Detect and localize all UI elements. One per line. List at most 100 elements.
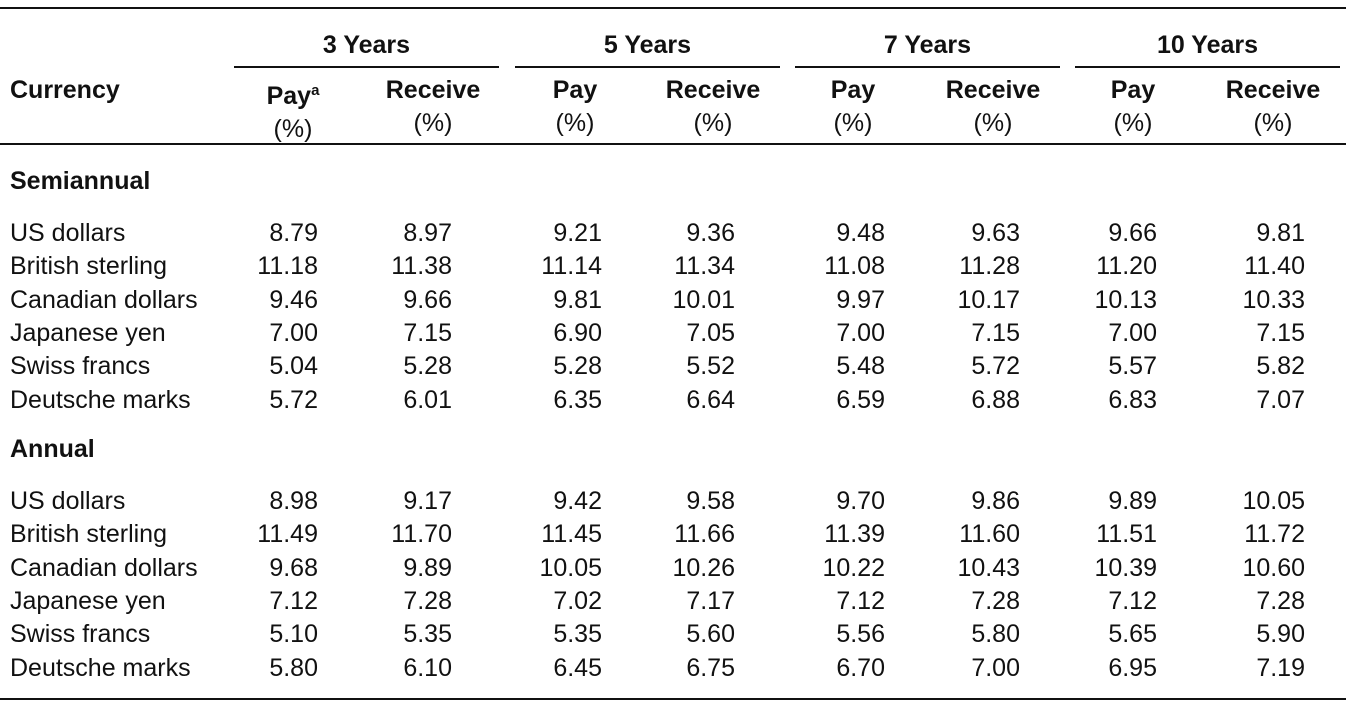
top-rule [0, 7, 1346, 9]
receive-rate-cell: 10.17 [957, 285, 1020, 314]
receive-label: Receive [665, 76, 761, 104]
table-row: British sterling 11.18 11.38 11.14 11.34 11.0… [0, 250, 1346, 283]
pay-rate-cell: 6.90 [553, 318, 602, 347]
currency-name: US dollars [10, 487, 126, 515]
receive-rate-cell: 7.05 [686, 318, 735, 347]
currency-column-header: Currency [10, 76, 120, 104]
receive-rate-cell: 11.34 [674, 252, 735, 281]
pay-label: Pay [552, 76, 598, 104]
receive-rate-cell: 5.28 [403, 352, 452, 381]
receive-rate-cell: 5.60 [686, 620, 735, 649]
receive-rate-cell: 5.35 [403, 620, 452, 649]
receive-rate-cell: 5.90 [1256, 620, 1305, 649]
table-row: British sterling 11.49 11.70 11.45 11.66 11.3… [0, 518, 1346, 551]
pay-rate-cell: 7.00 [269, 318, 318, 347]
pay-rate-cell: 5.65 [1108, 620, 1157, 649]
receive-rate-cell: 5.72 [971, 352, 1020, 381]
pay-rate-cell: 6.95 [1108, 653, 1157, 682]
table-row: Deutsche marks 5.80 6.10 6.45 6.75 6.70 7.00 6.… [0, 652, 1346, 685]
pay-rate-cell: 5.56 [836, 620, 885, 649]
pay-rate-cell: 10.39 [1094, 553, 1157, 582]
table-row: Japanese yen 7.12 7.28 7.02 7.17 7.12 7.28 7.12… [0, 585, 1346, 618]
footnote-marker: a [311, 82, 320, 99]
pay-rate-cell: 11.45 [541, 520, 602, 549]
receive-rate-cell: 9.81 [1256, 219, 1305, 247]
table-row: Swiss francs 5.10 5.35 5.35 5.60 5.56 5.80 5.65… [0, 618, 1346, 651]
pay-rate-cell: 5.10 [269, 620, 318, 649]
receive-rate-cell: 7.28 [971, 586, 1020, 615]
receive-rate-cell: 5.82 [1256, 352, 1305, 381]
receive-rate-cell: 7.15 [971, 318, 1020, 347]
pay-label: Pay [266, 82, 312, 110]
receive-rate-cell: 6.88 [971, 385, 1020, 414]
receive-rate-cell: 11.28 [959, 252, 1020, 281]
receive-rate-cell: 10.60 [1242, 553, 1305, 582]
receive-rate-cell: 6.10 [403, 653, 452, 682]
pay-rate-cell: 9.46 [269, 285, 318, 314]
group-header-5-years: 5 Years [515, 30, 780, 68]
column-header-pay: Pay (%) [505, 74, 645, 140]
pay-rate-cell: 7.02 [553, 586, 602, 615]
receive-rate-cell: 9.86 [971, 487, 1020, 515]
receive-rate-cell: 9.58 [686, 487, 735, 515]
receive-rate-cell: 9.17 [403, 487, 452, 515]
receive-rate-cell: 8.97 [403, 219, 452, 247]
group-header-7-years: 7 Years [795, 30, 1060, 68]
pay-rate-cell: 10.13 [1094, 285, 1157, 314]
unit-label: (%) [413, 109, 453, 137]
pay-rate-cell: 10.22 [822, 553, 885, 582]
table-row: US dollars 8.98 9.17 9.42 9.58 9.70 9.86 9.89 10… [0, 485, 1346, 518]
pay-rate-cell: 8.98 [269, 487, 318, 515]
pay-rate-cell: 5.48 [836, 352, 885, 381]
pay-rate-cell: 11.51 [1096, 520, 1157, 549]
pay-rate-cell: 5.04 [269, 352, 318, 381]
pay-rate-cell: 11.39 [824, 520, 885, 549]
header-rule [0, 143, 1346, 145]
pay-rate-cell: 9.70 [836, 487, 885, 515]
pay-rate-cell: 6.45 [553, 653, 602, 682]
receive-rate-cell: 7.19 [1256, 653, 1305, 682]
pay-rate-cell: 9.42 [553, 487, 602, 515]
pay-rate-cell: 6.59 [836, 385, 885, 414]
bottom-rule [0, 698, 1346, 700]
pay-rate-cell: 6.70 [836, 653, 885, 682]
receive-rate-cell: 7.28 [1256, 586, 1305, 615]
pay-rate-cell: 9.21 [553, 219, 602, 247]
column-header-receive: Receive (%) [923, 74, 1063, 140]
pay-rate-cell: 11.18 [257, 252, 318, 281]
pay-rate-cell: 11.20 [1096, 252, 1157, 281]
group-header-3-years: 3 Years [234, 30, 499, 68]
receive-rate-cell: 11.38 [391, 252, 452, 281]
currency-name: Swiss francs [10, 352, 151, 381]
pay-rate-cell: 7.12 [269, 586, 318, 615]
column-header-pay: Pay (%) [783, 74, 923, 140]
currency-name: Canadian dollars [10, 285, 198, 314]
currency-name: Canadian dollars [10, 553, 198, 582]
receive-rate-cell: 11.72 [1244, 520, 1305, 549]
pay-rate-cell: 5.80 [269, 653, 318, 682]
receive-rate-cell: 9.36 [686, 219, 735, 247]
currency-name: Swiss francs [10, 620, 151, 649]
unit-label: (%) [973, 109, 1013, 137]
receive-rate-cell: 9.63 [971, 219, 1020, 247]
receive-rate-cell: 10.01 [672, 285, 735, 314]
column-header-receive: Receive (%) [643, 74, 783, 140]
receive-rate-cell: 10.43 [957, 553, 1020, 582]
pay-rate-cell: 11.08 [824, 252, 885, 281]
receive-rate-cell: 9.66 [403, 285, 452, 314]
table-row: Canadian dollars 9.68 9.89 10.05 10.26 10.22 1… [0, 552, 1346, 585]
receive-rate-cell: 7.00 [971, 653, 1020, 682]
pay-rate-cell: 7.00 [1108, 318, 1157, 347]
currency-name: British sterling [10, 252, 167, 281]
unit-label: (%) [1113, 109, 1153, 137]
receive-rate-cell: 11.66 [674, 520, 735, 549]
pay-rate-cell: 9.48 [836, 219, 885, 247]
section-title: Annual [10, 435, 95, 463]
unit-label: (%) [833, 109, 873, 137]
pay-label: Pay [830, 76, 876, 104]
column-header-receive: Receive (%) [363, 74, 503, 140]
receive-rate-cell: 10.26 [672, 553, 735, 582]
receive-rate-cell: 5.80 [971, 620, 1020, 649]
pay-rate-cell: 9.97 [836, 285, 885, 314]
